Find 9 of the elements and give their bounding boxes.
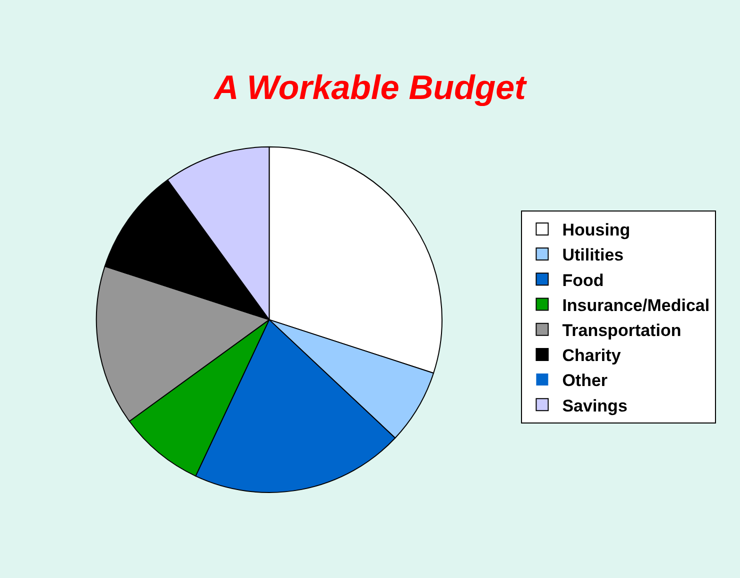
legend-label: Charity xyxy=(562,346,622,366)
legend-label: Housing xyxy=(562,220,630,240)
chart-title: A Workable Budget xyxy=(213,68,528,107)
legend-label: Utilities xyxy=(562,246,624,265)
legend-label: Other xyxy=(562,371,608,390)
legend-label: Food xyxy=(562,270,604,290)
legend-label: Transportation xyxy=(562,320,682,340)
legend-label: Insurance/Medical xyxy=(562,296,710,315)
legend-label: Savings xyxy=(562,396,628,416)
